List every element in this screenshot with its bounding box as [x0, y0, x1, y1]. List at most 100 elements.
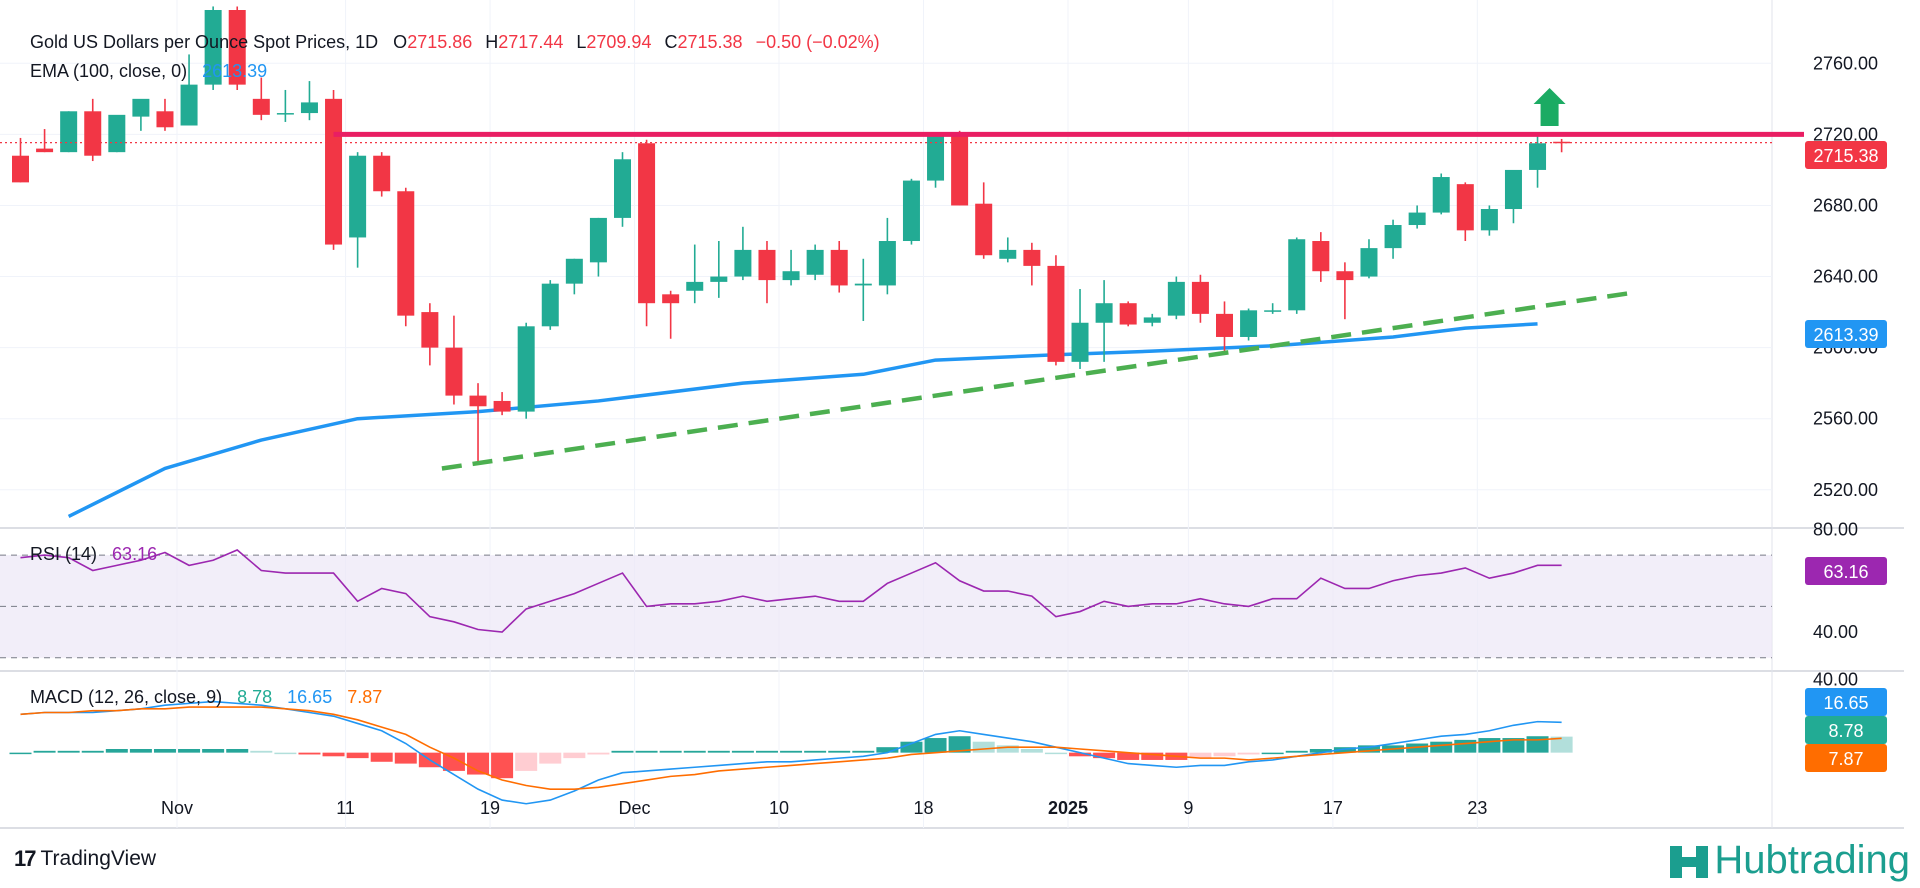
macd-hist-bar — [852, 750, 875, 753]
close-price-badge — [1805, 141, 1887, 169]
price-tick-label: 2520.00 — [1813, 480, 1878, 500]
macd-hist-bar — [707, 750, 730, 753]
candle-body — [108, 114, 126, 153]
candle — [975, 182, 993, 259]
candle-body — [1432, 177, 1450, 213]
price-tick-label: 2720.00 — [1813, 124, 1878, 144]
ema-legend-label: EMA (100, close, 0) — [30, 61, 187, 81]
time-gridlines — [176, 0, 1478, 828]
bullish-arrow — [1533, 87, 1566, 126]
macd-hist-bar — [948, 736, 971, 753]
macd-hist-bar — [1237, 752, 1260, 755]
candle — [60, 111, 78, 153]
candle-body — [902, 180, 920, 242]
candle-body — [1095, 303, 1113, 323]
candle — [782, 249, 800, 286]
candle — [734, 226, 752, 281]
time-tick-label: 2025 — [1048, 798, 1088, 818]
candle-body — [1312, 241, 1330, 272]
candle — [517, 322, 535, 419]
price-tick-label: 2560.00 — [1813, 409, 1878, 429]
macd-hist-bar — [972, 741, 995, 753]
symbol-title: Gold US Dollars per Ounce Spot Prices, 1… — [30, 32, 378, 52]
macd-hist-bar — [57, 750, 80, 753]
candle — [999, 237, 1017, 263]
ema-price-badge — [1805, 320, 1887, 348]
candle — [1529, 134, 1547, 188]
candle — [878, 217, 896, 295]
price-tick-label: 2760.00 — [1813, 53, 1878, 73]
candle-body — [589, 217, 607, 263]
candle-body — [1023, 249, 1041, 266]
close-value: 2715.38 — [677, 32, 742, 52]
ema-legend: EMA (100, close, 0) 2613.39 — [30, 61, 267, 81]
hubtrading-logo[interactable]: Hubtrading — [1668, 838, 1910, 883]
candle — [1432, 173, 1450, 215]
macd-hist-bar — [346, 752, 369, 759]
candle-body — [373, 155, 391, 192]
candle-body — [830, 249, 848, 286]
candle-body — [782, 271, 800, 281]
macd-hist-bar — [1550, 736, 1573, 753]
rsi-legend-value: 63.16 — [112, 544, 157, 564]
macd-hist-bar — [539, 752, 562, 764]
candle-body — [1480, 209, 1498, 231]
candle — [927, 136, 945, 188]
candle-body — [1288, 239, 1306, 311]
candle — [421, 303, 439, 366]
macd-hist-bar — [876, 747, 899, 753]
macd-badge — [1805, 688, 1887, 716]
candle-body — [156, 111, 174, 128]
time-tick-label: Dec — [619, 798, 651, 818]
macd-tick-label: 40.00 — [1813, 670, 1858, 690]
tradingview-logo[interactable]: 17 TradingView — [14, 846, 156, 872]
macd-hist-bar — [298, 752, 321, 755]
candle-body — [999, 249, 1017, 259]
candle — [469, 383, 487, 462]
rsi-pane — [20, 549, 1562, 633]
macd-hist-bar — [1044, 752, 1067, 755]
macd-hist-bar — [563, 752, 586, 759]
macd-hist-bar — [1357, 745, 1380, 753]
candle — [1312, 232, 1330, 282]
candle — [662, 290, 680, 339]
axes: Nov1119Dec10182025917232520.002560.00260… — [161, 53, 1878, 818]
candle — [1288, 237, 1306, 314]
candle-body — [325, 98, 343, 245]
macd-hist-bar — [1430, 741, 1453, 753]
candle-body — [1047, 265, 1065, 362]
macd-hist-bar — [515, 752, 538, 771]
open-label: O — [393, 32, 407, 52]
candle-body — [276, 113, 294, 115]
macd-hist-bar — [828, 750, 851, 753]
candle — [108, 114, 126, 153]
candle — [902, 178, 920, 245]
macd-hist-bar — [9, 752, 32, 755]
macd-hist-bar — [322, 752, 345, 757]
candle-body — [1119, 303, 1137, 325]
candle-body — [469, 395, 487, 407]
candle-body — [349, 155, 367, 238]
candle — [1216, 301, 1233, 355]
macd-hist-bar — [105, 749, 128, 753]
candle-body — [854, 283, 872, 286]
candle-body — [1504, 169, 1522, 210]
macd-legend-macd: 16.65 — [287, 687, 332, 707]
rsi-badge — [1805, 557, 1887, 585]
candle — [228, 6, 246, 90]
candle-body — [180, 84, 198, 126]
signal-badge — [1805, 744, 1887, 772]
hubtrading-label: Hubtrading — [1714, 838, 1910, 882]
macd-hist-bar — [1261, 752, 1284, 755]
candle-body — [927, 136, 945, 181]
candle — [1143, 313, 1161, 327]
candle-body — [60, 111, 78, 153]
candle — [1191, 274, 1209, 323]
candle-body — [878, 241, 896, 286]
candle — [1167, 276, 1185, 320]
candle-body — [132, 98, 150, 117]
macd-hist-bar — [1309, 749, 1332, 753]
ema-legend-value: 2613.39 — [202, 61, 267, 81]
candle-body — [397, 191, 415, 316]
